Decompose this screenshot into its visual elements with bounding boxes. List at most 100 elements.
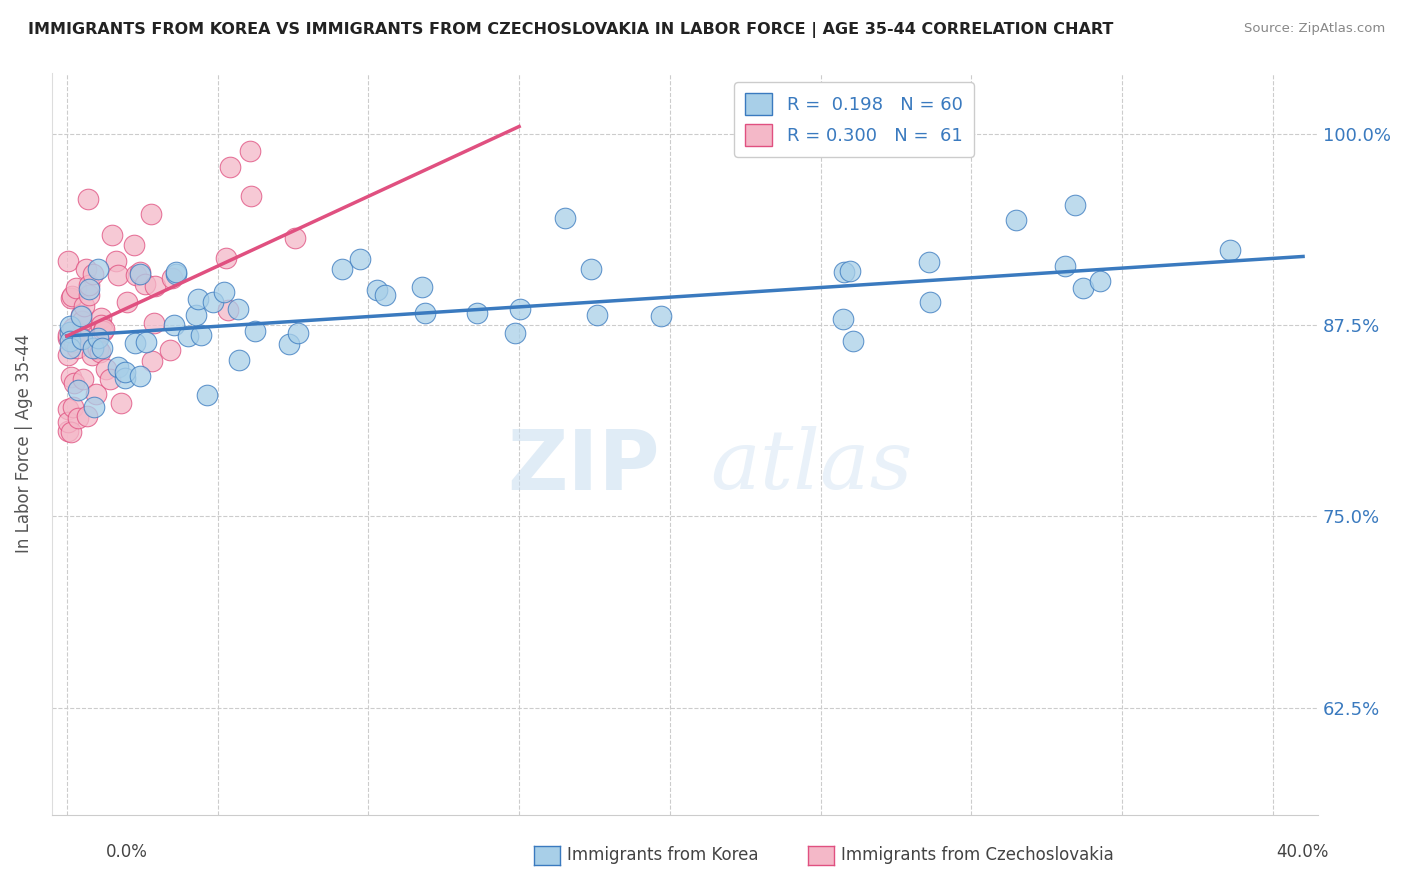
Point (70, 313, 93, 327)
Point (66, 383, 89, 397)
Point (165, 267, 187, 281)
Point (581, 262, 603, 277)
Point (66, 411, 89, 425)
Point (366, 284, 388, 298)
Point (70, 332, 93, 346)
Point (124, 268, 146, 283)
Point (503, 326, 526, 340)
Point (1005, 213, 1028, 227)
Point (110, 396, 132, 410)
Point (62, 321, 84, 335)
Point (76, 192, 98, 206)
Point (177, 329, 200, 343)
Point (70, 308, 93, 322)
Text: 40.0%: 40.0% (1277, 843, 1329, 861)
Point (129, 369, 152, 384)
Point (59, 325, 82, 339)
Point (107, 268, 129, 282)
Point (58, 328, 80, 343)
Point (72, 372, 94, 386)
Point (163, 318, 186, 332)
Point (91, 324, 114, 338)
Point (79, 288, 101, 302)
Point (87, 342, 110, 356)
Point (124, 336, 146, 351)
Point (59, 370, 82, 384)
Point (129, 267, 152, 281)
Point (585, 308, 607, 322)
Point (89, 345, 111, 359)
Text: Immigrants from Czechoslovakia: Immigrants from Czechoslovakia (841, 847, 1114, 864)
Point (1053, 259, 1076, 273)
Point (82, 268, 104, 282)
Point (240, 188, 263, 202)
Point (411, 280, 433, 294)
Point (107, 359, 129, 374)
Point (58, 424, 80, 438)
Point (80, 348, 103, 362)
Point (217, 302, 239, 317)
Point (70, 326, 93, 341)
Point (141, 354, 163, 368)
Point (100, 372, 122, 386)
Point (58, 331, 80, 345)
Point (134, 277, 156, 291)
Point (105, 254, 128, 268)
Point (58, 348, 80, 362)
Point (87, 262, 110, 277)
Point (184, 308, 207, 322)
Point (228, 353, 250, 368)
Point (114, 365, 136, 379)
Point (66, 341, 89, 355)
Point (76, 409, 98, 423)
Point (65, 281, 87, 295)
Point (142, 316, 165, 330)
Point (277, 337, 299, 351)
Point (72, 330, 94, 344)
Point (650, 309, 672, 323)
Point (165, 264, 187, 278)
Y-axis label: In Labor Force | Age 35-44: In Labor Force | Age 35-44 (15, 334, 32, 553)
Point (1064, 198, 1087, 212)
Point (349, 252, 371, 266)
Point (58, 402, 80, 417)
Point (84, 387, 107, 401)
Point (834, 265, 856, 279)
Point (59, 292, 82, 306)
Point (219, 160, 242, 174)
Point (190, 327, 212, 342)
Point (287, 326, 309, 340)
Text: IMMIGRANTS FROM KOREA VS IMMIGRANTS FROM CZECHOSLOVAKIA IN LABOR FORCE | AGE 35-: IMMIGRANTS FROM KOREA VS IMMIGRANTS FROM… (28, 22, 1114, 38)
Point (129, 265, 152, 279)
Point (374, 287, 396, 301)
Point (59, 341, 82, 355)
Point (87, 331, 110, 345)
Point (143, 279, 166, 293)
Point (93, 322, 115, 336)
Point (918, 255, 941, 269)
Point (77, 282, 100, 296)
Legend: R =  0.198   N = 60, R = 0.300   N =  61: R = 0.198 N = 60, R = 0.300 N = 61 (734, 82, 973, 157)
Text: 0.0%: 0.0% (105, 843, 148, 861)
Point (117, 294, 139, 309)
Point (160, 271, 183, 285)
Point (187, 293, 209, 307)
Point (124, 238, 146, 252)
Point (90, 318, 112, 332)
Text: atlas: atlas (710, 426, 912, 506)
Point (59, 319, 82, 334)
Point (60, 425, 83, 440)
Point (212, 285, 235, 299)
Point (201, 294, 224, 309)
Point (197, 388, 219, 402)
Point (139, 207, 162, 221)
Point (62, 400, 84, 414)
Text: ZIP: ZIP (508, 425, 659, 507)
Point (58, 415, 80, 429)
Point (96, 361, 118, 376)
Point (920, 295, 942, 310)
Point (75, 262, 97, 277)
Point (413, 306, 436, 320)
Point (332, 261, 354, 276)
Point (62, 335, 84, 350)
